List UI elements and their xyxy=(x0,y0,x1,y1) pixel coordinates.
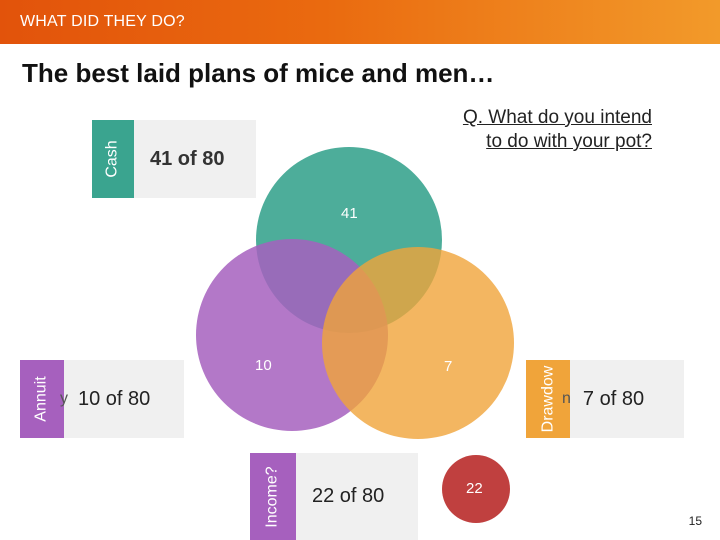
drawdown-circle xyxy=(322,247,514,439)
cash-count: 41 xyxy=(341,205,358,222)
income-count: 22 xyxy=(466,480,483,497)
section-label: WHAT DID THEY DO? xyxy=(20,13,185,30)
question-text: Q. What do you intend to do with your po… xyxy=(462,107,652,152)
annuity-side-label: Annuit xyxy=(20,360,64,438)
drawdown-summary: 7 of 80 xyxy=(582,387,645,410)
cash-side-label: Cash xyxy=(92,120,134,198)
page-title: The best laid plans of mice and men… xyxy=(22,58,495,88)
income-summary-box: 22 of 80 xyxy=(296,453,418,540)
cash-summary: 41 of 80 xyxy=(150,147,225,170)
header-bar xyxy=(0,0,720,44)
drawdown-side-label: Drawdow xyxy=(526,360,570,438)
income-side-label: Income? xyxy=(250,453,296,540)
cash-summary-box: 41 of 80 xyxy=(134,120,256,198)
annuity-summary: 10 of 80 xyxy=(78,387,151,410)
income-summary: 22 of 80 xyxy=(312,485,385,507)
page-number: 15 xyxy=(688,514,702,528)
drawdown-marker: n xyxy=(562,390,571,407)
annuity-summary-box: y 10 of 80 xyxy=(60,360,184,438)
annuity-count: 10 xyxy=(255,357,272,374)
drawdown-count: 7 xyxy=(444,358,453,375)
drawdown-summary-box: n 7 of 80 xyxy=(562,360,684,438)
income-circle xyxy=(442,455,510,523)
annuity-marker: y xyxy=(60,390,68,407)
